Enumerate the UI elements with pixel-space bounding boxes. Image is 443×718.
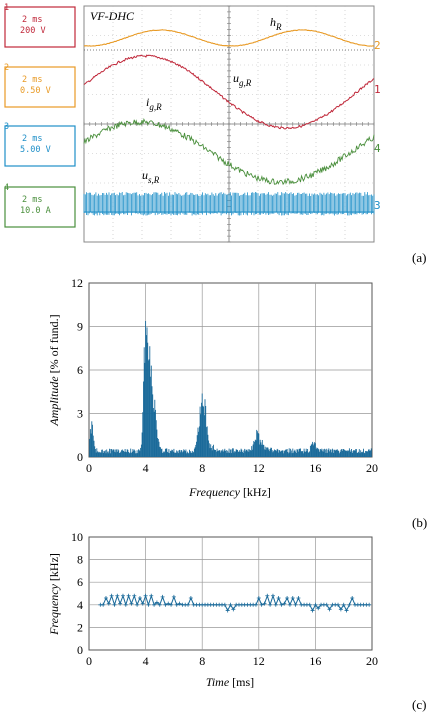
spectrum-chart: 0 4 8 12 16 20 0 3 6 9 12 Frequency [kHz] Amplitud… — [47, 276, 427, 530]
freq-plot-area — [89, 537, 372, 650]
channel-time-3: 2 ms — [22, 134, 42, 144]
panel-label-c: (c) — [412, 697, 426, 712]
spectrum-y-tick-label: 12 — [71, 276, 83, 290]
freq-y-tick-label: 8 — [77, 553, 83, 567]
spectrum-y-tick-label: 0 — [77, 450, 83, 464]
spectrum-x-tick-label: 0 — [86, 461, 92, 475]
channel-scale-1: 200 V — [20, 26, 46, 36]
spectrum-x-tick-label: 20 — [366, 461, 378, 475]
spectrum-x-axis-label: Frequency [kHz] — [188, 485, 271, 499]
channel-box-4: 4 2 ms 10.0 A — [4, 183, 75, 227]
right-marker-3: 3 — [374, 199, 381, 212]
channel-time-1: 2 ms — [22, 15, 42, 25]
right-marker-1: 1 — [374, 83, 381, 96]
spectrum-y-tick-label: 6 — [77, 363, 83, 377]
freq-x-tick-label: 16 — [309, 654, 321, 668]
freq-y-axis-label: Frequency [kHz] — [47, 553, 61, 636]
channel-number-1: 1 — [4, 3, 9, 13]
channel-number-2: 2 — [4, 63, 9, 73]
spectrum-x-tick-label: 12 — [253, 461, 265, 475]
channel-time-4: 2 ms — [22, 195, 42, 205]
freq-x-axis-label: Time [ms] — [206, 675, 254, 689]
panel-label-b: (b) — [412, 515, 427, 530]
channel-number-4: 4 — [4, 183, 9, 193]
panel-label-a: (a) — [412, 250, 426, 265]
spectrum-y-tick-label: 9 — [77, 320, 83, 334]
freq-x-tick-label: 8 — [199, 654, 205, 668]
frequency-time-chart: 0 4 8 12 16 20 0 2 4 6 8 10 Time [ms] Frequency [kH… — [47, 530, 426, 712]
channel-scale-3: 5.00 V — [20, 145, 51, 155]
right-marker-2: 2 — [374, 39, 381, 52]
spectrum-y-tick-label: 3 — [77, 407, 83, 421]
freq-x-tick-label: 4 — [143, 654, 149, 668]
scope-panel: 1 2 ms 200 V 2 2 ms 0.50 V 3 2 ms 5.00 V… — [4, 3, 426, 265]
spectrum-x-tick-label: 4 — [143, 461, 149, 475]
freq-y-tick-label: 4 — [77, 598, 83, 612]
scope-header-label: VF-DHC — [90, 9, 135, 23]
spectrum-y-axis-label: Amplitude [% of fund.] — [47, 314, 61, 426]
right-marker-4: 4 — [374, 142, 381, 155]
channel-scale-2: 0.50 V — [20, 86, 51, 96]
freq-y-tick-label: 6 — [77, 575, 83, 589]
channel-box-1: 1 2 ms 200 V — [4, 3, 75, 47]
spectrum-x-tick-label: 8 — [199, 461, 205, 475]
channel-time-2: 2 ms — [22, 75, 42, 85]
channel-number-3: 3 — [4, 122, 9, 132]
freq-y-tick-label: 10 — [71, 530, 83, 544]
freq-y-tick-label: 2 — [77, 620, 83, 634]
freq-x-tick-label: 0 — [86, 654, 92, 668]
freq-x-tick-label: 12 — [253, 654, 265, 668]
freq-x-tick-label: 20 — [366, 654, 378, 668]
channel-box-2: 2 2 ms 0.50 V — [4, 63, 75, 107]
spectrum-x-tick-label: 16 — [309, 461, 321, 475]
freq-y-tick-label: 0 — [77, 643, 83, 657]
channel-box-3: 3 2 ms 5.00 V — [4, 122, 75, 166]
channel-scale-4: 10.0 A — [20, 206, 51, 216]
